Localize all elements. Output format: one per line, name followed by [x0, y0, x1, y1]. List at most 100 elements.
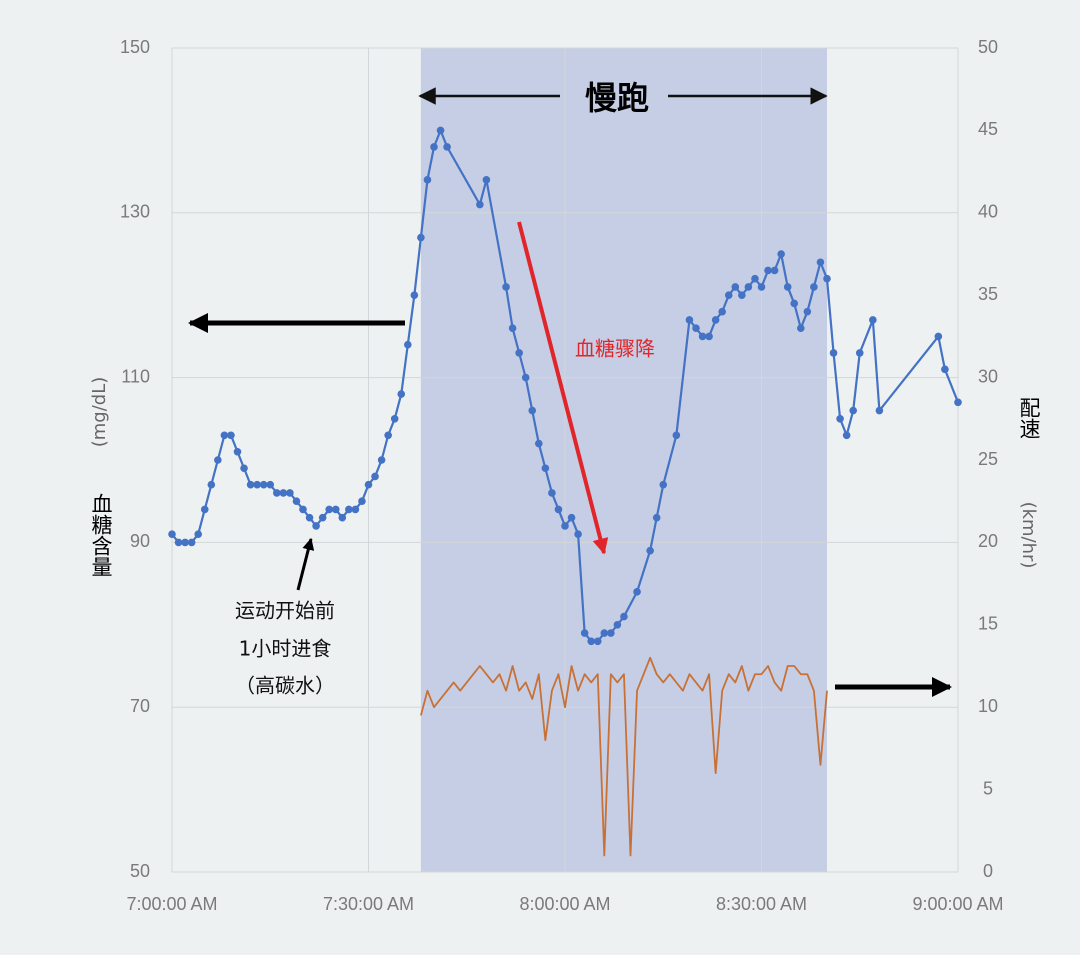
data-point: [587, 637, 595, 646]
data-point: [371, 472, 379, 481]
data-point: [377, 456, 386, 464]
data-point: [954, 398, 962, 407]
y-tick-label: 70: [130, 696, 150, 716]
data-point: [187, 538, 196, 547]
x-tick-label: 7:00:00 AM: [126, 894, 217, 914]
x-tick-label: 9:00:00 AM: [912, 894, 1003, 914]
data-point: [810, 283, 818, 291]
data-point: [620, 612, 628, 621]
data-point: [404, 340, 412, 349]
data-point: [305, 513, 314, 522]
data-point: [214, 456, 222, 464]
y2-tick-label: 30: [978, 366, 998, 386]
y2-tick-label: 25: [978, 449, 998, 469]
data-point: [692, 324, 700, 332]
data-point: [751, 274, 759, 283]
data-point: [286, 489, 294, 497]
data-point: [318, 513, 327, 522]
x-tick-label: 8:30:00 AM: [716, 894, 807, 914]
y-tick-label: 130: [120, 202, 150, 222]
data-point: [423, 176, 432, 184]
series-line: [420, 656, 828, 857]
data-point: [181, 538, 189, 547]
data-point: [816, 258, 825, 267]
x-tick-label: 7:30:00 AM: [323, 894, 414, 914]
data-point: [652, 513, 661, 522]
data-point: [240, 464, 248, 473]
data-point: [777, 250, 785, 258]
data-point: [797, 324, 805, 332]
data-point: [351, 505, 360, 514]
data-point: [292, 497, 301, 506]
data-point: [443, 143, 451, 151]
data-point: [397, 390, 406, 398]
data-point: [757, 283, 766, 291]
annotation: （高碳水）: [235, 674, 335, 698]
data-point: [790, 299, 799, 308]
x-tick-label: 8:00:00 AM: [519, 894, 610, 914]
data-point: [711, 316, 720, 324]
data-point: [829, 349, 838, 357]
y2-tick-label: 45: [978, 119, 998, 139]
data-point: [410, 291, 419, 300]
data-point: [521, 373, 530, 382]
annotation: 1小时进食: [239, 637, 332, 661]
data-point: [207, 480, 216, 489]
annotation: 运动开始前: [235, 599, 335, 623]
data-point: [718, 307, 726, 316]
arrow: [296, 537, 315, 591]
data-point: [593, 637, 602, 646]
y-tick-label: 90: [130, 531, 150, 551]
data-point: [580, 629, 589, 637]
data-point: [941, 365, 949, 374]
y2-tick-label: 15: [978, 614, 998, 634]
data-point: [613, 621, 622, 629]
data-point: [554, 505, 563, 514]
data-point: [705, 332, 713, 341]
y2-tick-label: 20: [978, 531, 998, 551]
data-point: [390, 415, 399, 423]
data-point: [358, 497, 366, 506]
y2-axis-unit: (km/hr): [1018, 502, 1039, 569]
y2-tick-label: 35: [978, 284, 998, 304]
y-tick-label: 50: [130, 861, 150, 881]
y-tick-label: 110: [121, 366, 150, 386]
data-point: [600, 629, 609, 637]
data-point: [430, 143, 438, 151]
data-point: [738, 291, 746, 300]
y2-tick-label: 0: [983, 861, 993, 881]
data-point: [312, 522, 320, 530]
data-point: [508, 324, 517, 332]
y-axis-unit: (mg/dL): [89, 377, 110, 448]
data-point: [502, 283, 510, 291]
data-point: [869, 316, 877, 324]
data-point: [724, 291, 733, 300]
y-axis-title: 血糖含量: [89, 493, 113, 577]
data-point: [266, 480, 275, 489]
arrow: [517, 221, 609, 555]
y2-axis-title: 配速: [1017, 397, 1041, 439]
data-point: [345, 505, 353, 514]
data-point: [233, 447, 242, 456]
data-point: [783, 283, 792, 291]
data-point: [855, 349, 864, 357]
data-point: [574, 530, 582, 538]
y2-tick-label: 5: [983, 778, 993, 798]
y-tick-label: 150: [120, 37, 150, 57]
data-point: [200, 505, 209, 514]
data-point: [875, 406, 884, 415]
data-point: [482, 176, 491, 184]
data-point: [279, 489, 288, 497]
data-point: [338, 513, 347, 522]
data-point: [561, 522, 569, 530]
data-point: [541, 464, 550, 473]
data-point: [246, 480, 255, 489]
data-point: [731, 283, 740, 291]
data-point: [836, 415, 844, 423]
data-point: [849, 406, 857, 415]
data-point: [744, 283, 753, 291]
data-point: [548, 489, 556, 497]
data-point: [220, 431, 229, 440]
highlight-region: [420, 48, 827, 872]
